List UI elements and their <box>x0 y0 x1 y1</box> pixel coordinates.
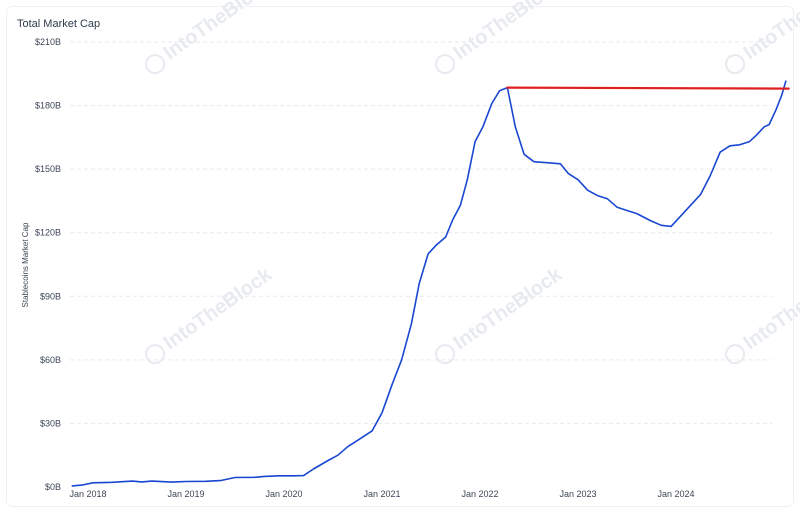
series-lines <box>71 80 790 487</box>
chart-title: Total Market Cap <box>17 18 101 30</box>
y-tick-label: $210B <box>35 37 61 47</box>
y-axis-title: Stablecoins Market Cap <box>21 222 30 307</box>
y-tick-label: $0B <box>45 482 61 492</box>
x-axis-ticks: Jan 2018 Jan 2019 Jan 2020 Jan 2021 Jan 2022… <box>69 489 694 499</box>
x-tick-label: Jan 2020 <box>265 489 302 499</box>
x-tick-label: Jan 2019 <box>167 489 204 499</box>
y-tick-label: $180B <box>35 101 61 111</box>
y-axis-ticks: $0B $30B $60B $90B $120B $150B $180B $210B <box>35 37 61 492</box>
market-cap-line <box>71 80 787 487</box>
x-tick-label: Jan 2024 <box>657 489 694 499</box>
y-tick-label: $90B <box>40 291 61 301</box>
reference-line <box>506 86 790 90</box>
x-tick-label: Jan 2022 <box>461 489 498 499</box>
grid-lines <box>70 41 772 424</box>
y-tick-label: $150B <box>35 164 61 174</box>
x-tick-label: Jan 2018 <box>69 489 106 499</box>
y-tick-label: $30B <box>40 418 61 428</box>
y-tick-label: $60B <box>40 355 61 365</box>
y-tick-label: $120B <box>35 228 61 238</box>
x-tick-label: Jan 2021 <box>363 489 400 499</box>
x-tick-label: Jan 2023 <box>559 489 596 499</box>
